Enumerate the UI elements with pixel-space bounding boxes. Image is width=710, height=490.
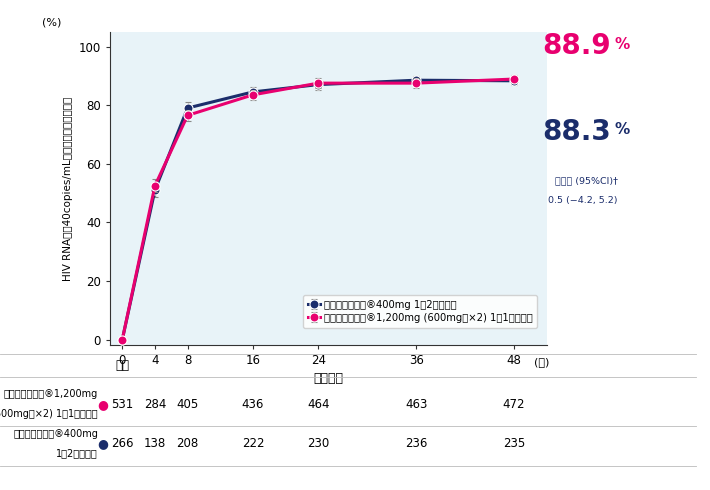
- Text: 405: 405: [177, 398, 199, 411]
- Text: (週): (週): [535, 357, 550, 367]
- Text: %: %: [614, 37, 629, 52]
- Y-axis label: HIV RNA量＜40copies/mLを達成した患者の割合: HIV RNA量＜40copies/mLを達成した患者の割合: [63, 97, 73, 281]
- Text: (%): (%): [43, 17, 62, 27]
- Text: 230: 230: [307, 437, 329, 450]
- Text: 235: 235: [503, 437, 525, 450]
- Text: アイセントレス®1,200mg: アイセントレス®1,200mg: [4, 390, 98, 399]
- Text: ●: ●: [97, 398, 109, 411]
- Text: ●: ●: [97, 437, 109, 450]
- Text: アイセントレス®400mg: アイセントレス®400mg: [13, 429, 98, 439]
- Text: 138: 138: [144, 437, 166, 450]
- Text: 463: 463: [405, 398, 427, 411]
- Text: 88.9: 88.9: [542, 32, 611, 60]
- Text: 1日2回投与群: 1日2回投与群: [56, 448, 98, 458]
- Text: 266: 266: [111, 437, 133, 450]
- Text: 群間差 (95%CI)†: 群間差 (95%CI)†: [555, 176, 618, 185]
- Text: 208: 208: [177, 437, 199, 450]
- Text: 464: 464: [307, 398, 329, 411]
- Text: 531: 531: [111, 398, 133, 411]
- Text: 0.5 (−4.2, 5.2): 0.5 (−4.2, 5.2): [548, 196, 618, 205]
- Text: 284: 284: [143, 398, 166, 411]
- Text: 88.3: 88.3: [542, 118, 611, 146]
- Text: 472: 472: [503, 398, 525, 411]
- Text: 436: 436: [241, 398, 264, 411]
- Text: 236: 236: [405, 437, 427, 450]
- Text: 222: 222: [241, 437, 264, 450]
- Text: %: %: [614, 122, 629, 138]
- Text: 例数: 例数: [115, 359, 129, 372]
- Legend: アイセントレス®400mg 1日2回投与群, アイセントレス®1,200mg (600mg錢×2) 1日1回投与群: アイセントレス®400mg 1日2回投与群, アイセントレス®1,200mg (…: [302, 295, 537, 328]
- X-axis label: 試験期間: 試験期間: [313, 371, 344, 385]
- Text: (600mg錢×2) 1日1回投与群: (600mg錢×2) 1日1回投与群: [0, 409, 98, 419]
